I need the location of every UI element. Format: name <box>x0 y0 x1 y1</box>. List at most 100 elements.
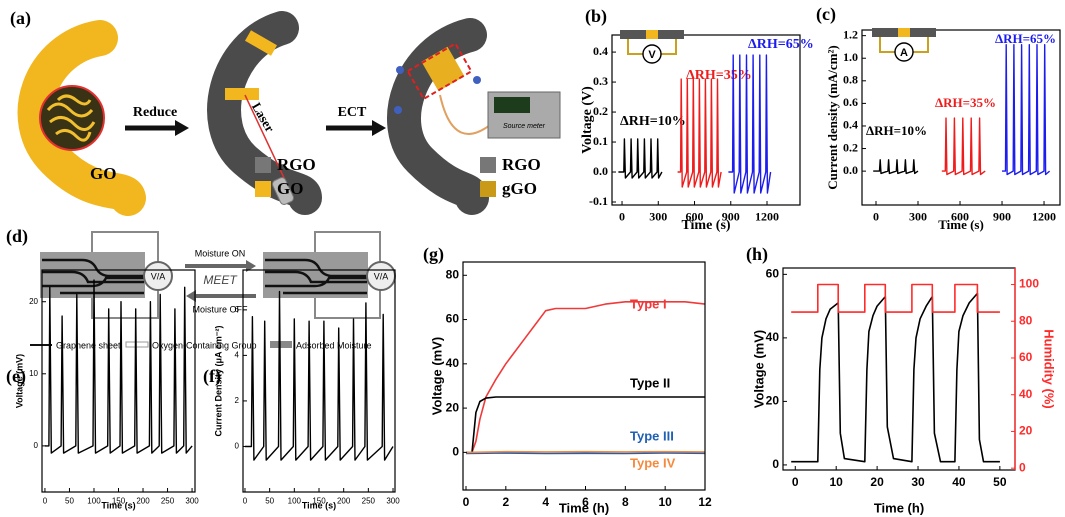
plot-frame <box>861 29 1061 206</box>
x-tick-label: 200 <box>136 496 150 505</box>
inset-band <box>646 30 658 39</box>
data-line <box>791 283 1000 313</box>
graphene-sheets <box>265 258 367 295</box>
legend-line <box>270 341 292 348</box>
y-tick-label: 6 <box>235 305 240 314</box>
inset-label: V <box>648 49 656 61</box>
x-axis-label: Time (s) <box>938 217 984 232</box>
y-tick-label: 60 <box>766 267 780 281</box>
y-tick-label: 0.1 <box>593 134 608 148</box>
plot-frame <box>462 261 706 491</box>
x-tick-label: 200 <box>337 496 351 505</box>
arrowhead <box>372 120 386 136</box>
graphene-sheets <box>42 258 144 295</box>
panel-label: (b) <box>585 6 607 27</box>
x-tick-label: 300 <box>909 210 927 224</box>
inset-wire <box>879 37 929 53</box>
x-axis-label: Time (s) <box>302 500 336 510</box>
meter-display <box>494 97 530 113</box>
y-tick-label: 0.8 <box>843 73 858 87</box>
x-tick-label: 300 <box>386 496 400 505</box>
y-tick-label: 0.6 <box>843 95 858 109</box>
legend-swatch <box>255 181 271 197</box>
y-tick-label: 0.0 <box>843 163 858 177</box>
inset-wire <box>627 39 677 55</box>
x-tick-label: 600 <box>686 210 704 224</box>
inset-meter <box>894 42 914 62</box>
step-label: ECT <box>338 105 367 120</box>
arrow-label: MEET <box>203 273 238 287</box>
laser-beam <box>244 94 286 181</box>
x-tick-label: 250 <box>362 496 376 505</box>
x-tick-label: 40 <box>952 475 966 489</box>
y-tick-label: 20 <box>766 394 780 408</box>
x-tick-label: 30 <box>911 475 925 489</box>
legend-label: Graphene sheet <box>56 340 121 350</box>
x-tick-label: 900 <box>722 210 740 224</box>
x-tick-label: 0 <box>792 475 799 489</box>
series-label: ΔRH=35% <box>935 95 996 110</box>
arrowhead <box>186 290 196 302</box>
go-band <box>245 30 277 56</box>
series-label: ΔRH=10% <box>620 114 686 129</box>
y2-tick-label: 0 <box>1019 460 1026 474</box>
y-tick-label: 0.4 <box>843 118 858 132</box>
legend-swatch <box>480 157 496 173</box>
water-molecule <box>394 106 402 114</box>
data-line <box>941 117 986 176</box>
scheme-d: V/A V/A Moisture ON MEET Moisture OFF Gr… <box>30 231 396 350</box>
y-axis-label: Current Density (μA cm⁻²) <box>213 326 223 437</box>
legend-label: gGO <box>502 179 537 198</box>
series-label: Type III <box>630 428 674 443</box>
y-axis-label: Voltage (V) <box>580 86 595 154</box>
y-tick-label: 0.4 <box>593 44 608 58</box>
x-tick-label: 10 <box>658 495 672 509</box>
y-tick-label: 0 <box>452 445 459 459</box>
y-axis-label: Current density (mA/cm²) <box>825 45 840 189</box>
legend-label: Adsorbed Moisture <box>296 340 372 350</box>
plot-frame <box>41 269 196 493</box>
y-tick-label: 20 <box>446 400 460 414</box>
y2-tick-label: 100 <box>1019 277 1039 291</box>
x-tick-label: 6 <box>582 495 589 509</box>
x-tick-label: 0 <box>873 210 879 224</box>
data-line <box>465 450 706 454</box>
data-line <box>791 292 1000 463</box>
arrow-label: Moisture OFF <box>192 304 248 314</box>
x-tick-label: 0 <box>619 210 625 224</box>
arrowhead <box>246 260 256 272</box>
x-tick-label: 50 <box>265 496 274 505</box>
x-tick-label: 1200 <box>1032 210 1056 224</box>
panel-label: (f) <box>203 366 221 387</box>
x-tick-label: 600 <box>951 210 969 224</box>
y-tick-label: 2 <box>235 396 240 405</box>
x-tick-label: 300 <box>185 496 199 505</box>
y-axis-label: Voltage (mV) <box>751 330 766 409</box>
y-tick-label: 40 <box>766 330 780 344</box>
plot-frame <box>611 34 801 206</box>
data-line <box>873 159 919 175</box>
x-tick-label: 900 <box>993 210 1011 224</box>
y-axis-label: Voltage (mV) <box>429 337 444 416</box>
meter-label: V/A <box>374 271 389 281</box>
data-line <box>245 290 394 461</box>
y-tick-label: 20 <box>29 297 38 306</box>
legend-label: RGO <box>277 155 316 174</box>
y-tick-label: 0.2 <box>843 140 858 154</box>
go-fiber <box>17 20 146 216</box>
x-axis-label: Time (s) <box>101 500 135 510</box>
x-tick-label: 300 <box>649 210 667 224</box>
legend-label: RGO <box>502 155 541 174</box>
y-tick-label: 80 <box>446 267 460 281</box>
series-label: ΔRH=35% <box>686 68 752 83</box>
inset-label: A <box>900 47 908 59</box>
legend-label: Oxygen-Containing Group <box>152 340 257 350</box>
series-label: Type IV <box>630 455 676 470</box>
x-tick-label: 150 <box>112 496 126 505</box>
panel-label: (g) <box>423 244 444 265</box>
arrowhead <box>175 120 189 136</box>
x-tick-label: 0 <box>43 496 48 505</box>
x-tick-label: 10 <box>830 475 844 489</box>
panel-label: (c) <box>816 4 836 25</box>
